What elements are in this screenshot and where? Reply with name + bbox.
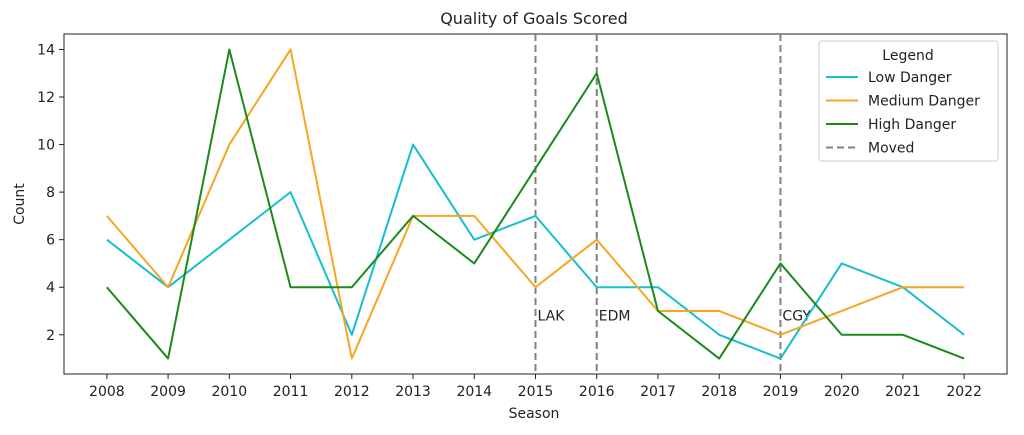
y-tick-label: 4 <box>46 280 55 296</box>
x-tick-label: 2017 <box>640 384 676 400</box>
series-line <box>106 143 965 360</box>
legend-label: Moved <box>868 141 914 157</box>
x-tick-label: 2012 <box>334 384 370 400</box>
legend: Legend Low Danger Medium Danger High Dange… <box>818 40 999 162</box>
moved-label: EDM <box>599 309 631 325</box>
y-tick-label: 14 <box>37 42 55 58</box>
series-line <box>106 48 965 360</box>
y-axis-ticks: 2 4 6 8 10 12 14 <box>37 42 64 344</box>
series-line <box>106 48 965 360</box>
x-tick-label: 2016 <box>579 384 615 400</box>
x-tick-label: 2008 <box>89 384 125 400</box>
y-tick-label: 10 <box>37 138 55 154</box>
moved-markers: LAK EDM CGY <box>534 34 811 374</box>
x-axis-ticks: 2008 2009 2010 2011 2012 2013 2014 2015 2016 2017… <box>89 374 982 400</box>
legend-title: Legend <box>882 48 933 64</box>
x-tick-label: 2014 <box>456 384 492 400</box>
legend-label: Medium Danger <box>868 94 980 110</box>
y-tick-label: 2 <box>46 328 55 344</box>
y-axis-label: Count <box>12 183 28 225</box>
x-tick-label: 2018 <box>701 384 737 400</box>
chart-title: Quality of Goals Scored <box>440 9 628 28</box>
x-tick-label: 2011 <box>273 384 309 400</box>
x-tick-label: 2019 <box>763 384 799 400</box>
series-lines <box>106 48 965 360</box>
x-tick-label: 2021 <box>885 384 921 400</box>
legend-label: Low Danger <box>868 70 952 86</box>
x-tick-label: 2022 <box>946 384 982 400</box>
x-tick-label: 2020 <box>824 384 860 400</box>
x-tick-label: 2010 <box>212 384 248 400</box>
x-tick-label: 2013 <box>395 384 431 400</box>
legend-box <box>818 40 999 162</box>
y-tick-label: 6 <box>46 233 55 249</box>
x-axis-label: Season <box>509 406 560 422</box>
x-tick-label: 2015 <box>518 384 554 400</box>
moved-label: LAK <box>538 309 566 325</box>
y-tick-label: 12 <box>37 90 55 106</box>
x-tick-label: 2009 <box>150 384 186 400</box>
legend-label: High Danger <box>868 117 956 133</box>
y-tick-label: 8 <box>46 185 55 201</box>
